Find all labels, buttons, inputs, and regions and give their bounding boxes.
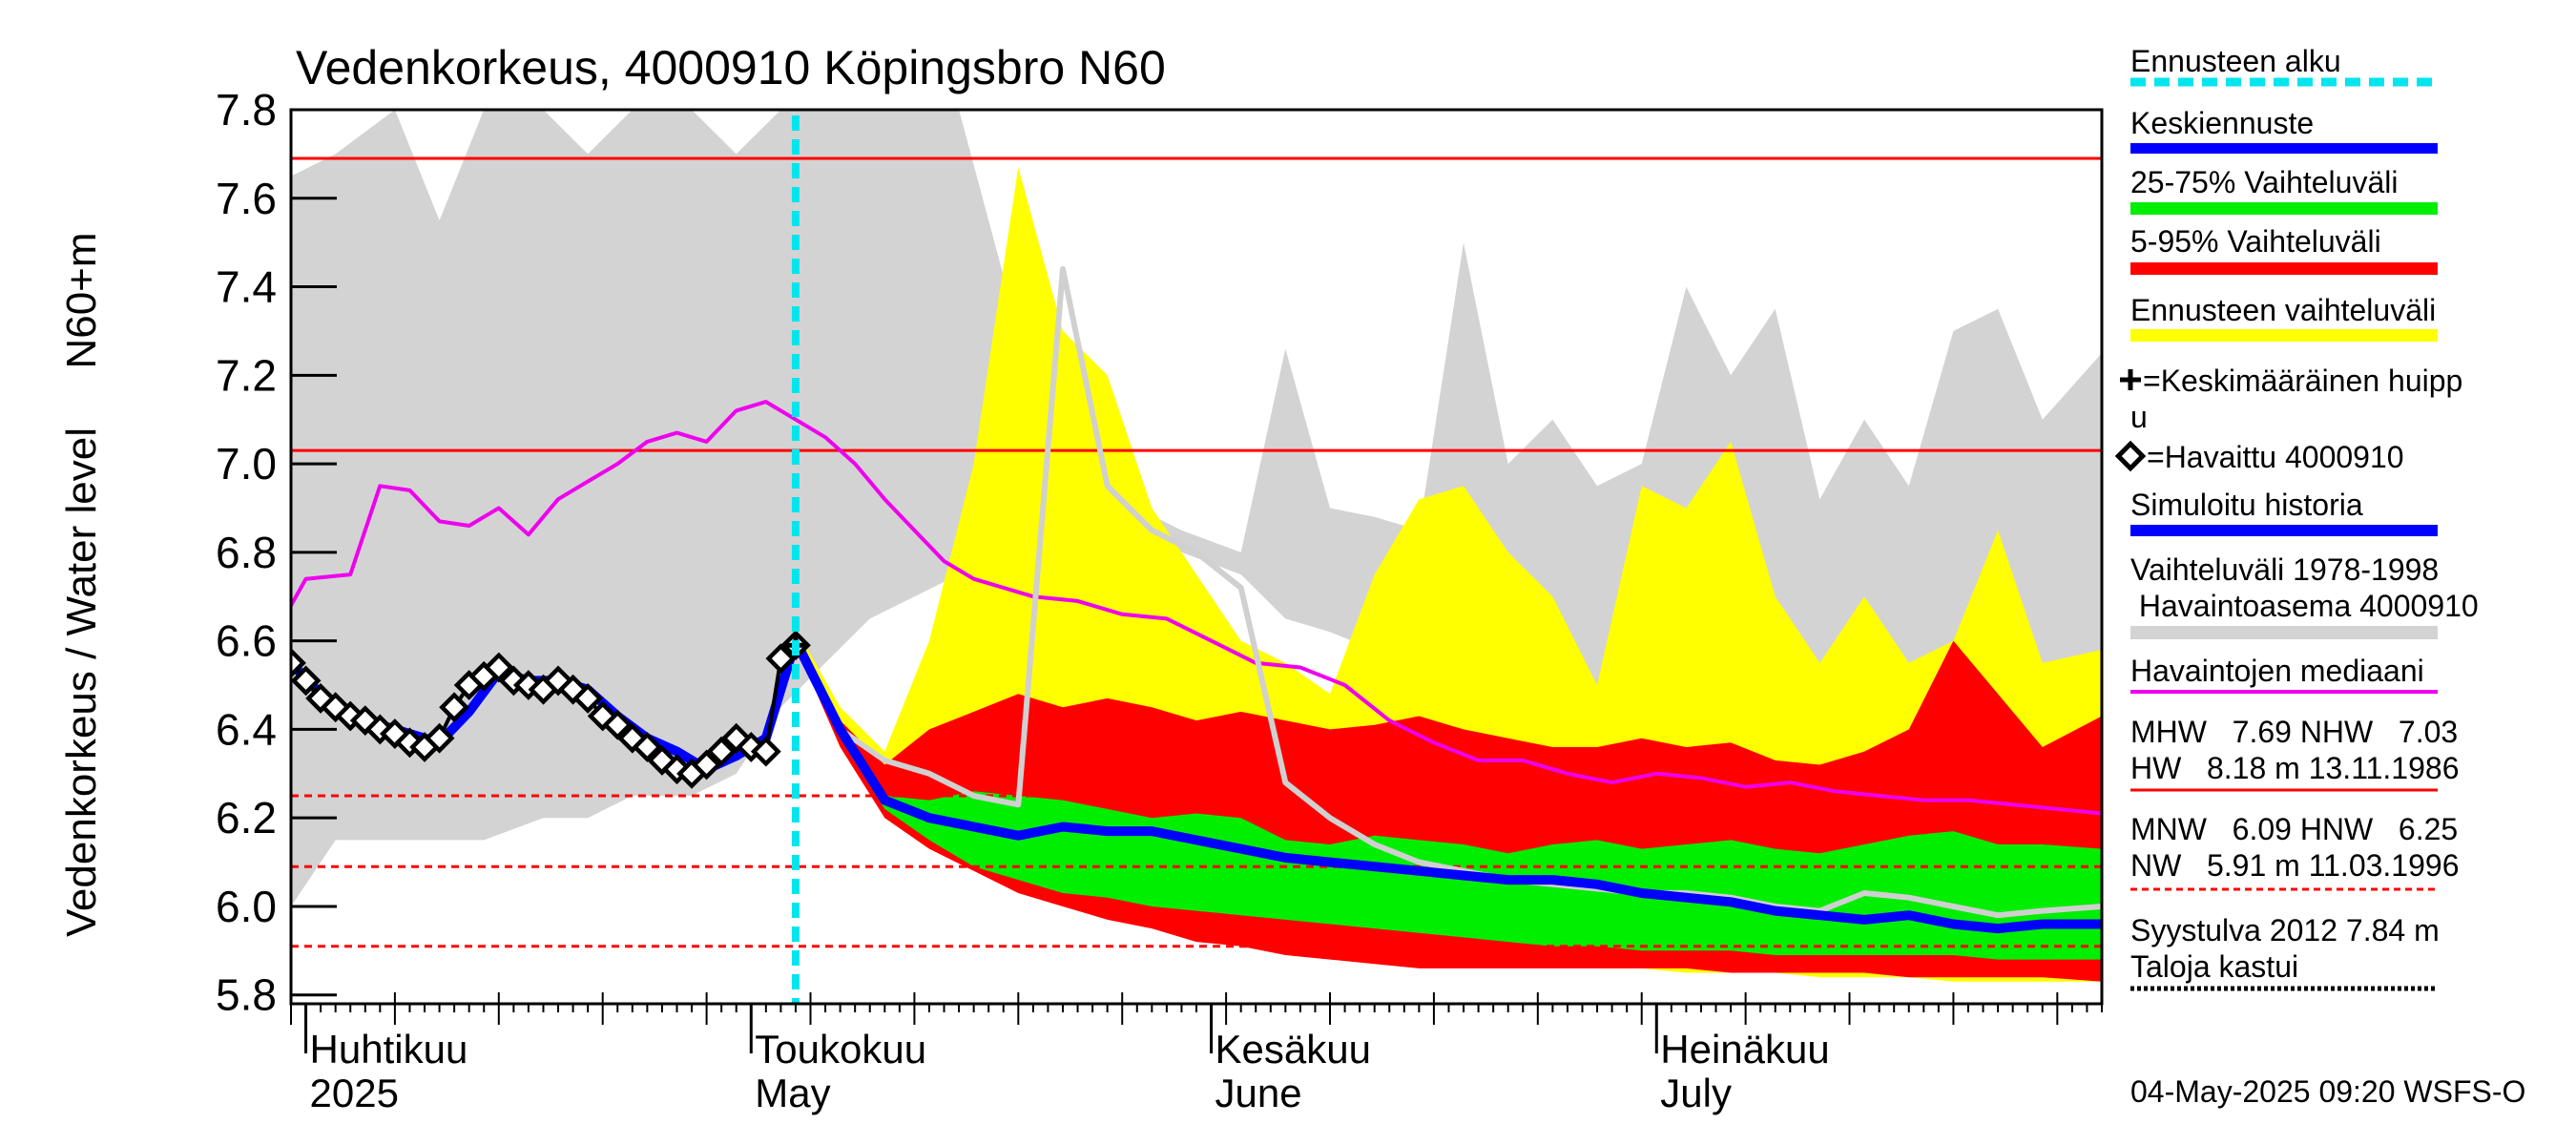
plot-area (291, 110, 2102, 982)
legend-forecast-start-label: Ennusteen alku (2130, 44, 2341, 78)
observed-point (483, 652, 514, 683)
x-month-label: Heinäkuu (1660, 1027, 1829, 1072)
x-month-label: Toukokuu (755, 1027, 926, 1072)
y-axis-unit: N60+m (58, 232, 105, 368)
legend-mhw-text: MHW 7.69 NHW 7.03 (2130, 715, 2458, 749)
y-tick-label: 6.4 (216, 704, 277, 754)
x-month-sublabel: June (1215, 1071, 1302, 1115)
legend-storm-text: Syystulva 2012 7.84 m (2130, 913, 2440, 947)
legend-mean-forecast-swatch (2130, 143, 2438, 154)
observed-markers (291, 630, 811, 789)
y-tick-label: 7.4 (216, 262, 277, 312)
y-tick-label: 7.2 (216, 350, 277, 400)
observed-point (632, 732, 663, 762)
line-havaintojen-mediaani (291, 400, 2102, 816)
observed-point (750, 736, 781, 767)
legend-range-25-75-swatch (2130, 202, 2438, 215)
chart-title: Vedenkorkeus, 4000910 Köpingsbro N60 (296, 41, 1166, 94)
reference-lines (291, 156, 2102, 948)
x-month-sublabel: May (755, 1071, 830, 1115)
legend-hist-range-label-2: Havaintoasema 4000910 (2130, 589, 2479, 623)
legend-sim-history-label: Simuloitu historia (2130, 488, 2363, 522)
observed-point (291, 665, 322, 697)
observed-point (602, 709, 634, 740)
y-tick-label: 5.8 (216, 970, 277, 1020)
legend-hist-range-swatch (2130, 626, 2438, 639)
legend-mean-forecast-label: Keskiennuste (2130, 106, 2314, 140)
x-month-sublabel: July (1660, 1071, 1732, 1115)
y-tick-label: 6.0 (216, 882, 277, 931)
legend-hist-range-label-1: Vaihteluväli 1978-1998 (2130, 552, 2439, 587)
legend-observed-icon (2114, 440, 2147, 472)
observed-point (424, 722, 455, 754)
legend-range-25-75-label: 25-75% Vaihteluväli (2130, 165, 2398, 199)
y-tick-label: 7.0 (216, 439, 277, 489)
x-month-sublabel: 2025 (310, 1071, 399, 1115)
band-25-75-vaihteluv-li (796, 640, 2102, 960)
legend-mnw-text: MNW 6.09 HNW 6.25 (2130, 812, 2458, 846)
x-month-label: Huhtikuu (310, 1027, 468, 1072)
observed-point (572, 683, 604, 714)
legend-avg-peak-label: =Keskimääräinen huipp (2143, 364, 2462, 398)
range-bands (291, 110, 2102, 982)
y-tick-label: 6.2 (216, 793, 277, 843)
y-tick-label: 7.8 (216, 85, 277, 135)
legend-flood-text: Taloja kastui (2130, 949, 2298, 984)
y-tick-label: 7.6 (216, 174, 277, 223)
legend-range-5-95-label: 5-95% Vaihteluväli (2130, 224, 2381, 259)
observed-point (691, 749, 722, 781)
legend-avg-peak-label-cont: u (2130, 400, 2148, 434)
y-axis: 5.8 6.0 6.2 6.4 6.6 6.8 7.0 7.2 7.4 7.6 7.8 (216, 85, 337, 1020)
line-keskiennuste (791, 638, 2102, 934)
y-tick-label: 6.6 (216, 616, 277, 666)
x-month-label: Kesäkuu (1215, 1027, 1371, 1072)
y-axis-label: Vedenkorkeus / Water level (58, 427, 105, 937)
legend: Ennusteen alku Keskiennuste 25-75% Vaiht… (2114, 44, 2479, 991)
legend-forecast-range-label: Ennusteen vaihteluväli (2130, 293, 2436, 327)
legend-sim-history-swatch (2130, 525, 2438, 536)
observed-point (291, 647, 306, 678)
legend-observed-label: =Havaittu 4000910 (2147, 440, 2404, 474)
observed-point (439, 692, 470, 723)
timestamp-footer: 04-May-2025 09:20 WSFS-O (2130, 1074, 2525, 1109)
observed-point (765, 643, 797, 675)
observed-point (706, 736, 737, 767)
legend-obs-median-label: Havaintojen mediaani (2130, 654, 2424, 688)
legend-range-5-95-swatch (2130, 262, 2438, 275)
y-tick-label: 6.8 (216, 528, 277, 577)
legend-peak-marker-icon (2120, 369, 2141, 390)
legend-hw-text: HW 8.18 m 13.11.1986 (2130, 751, 2459, 785)
legend-nw-text: NW 5.91 m 11.03.1996 (2130, 848, 2459, 883)
line-simulated-median-grey (793, 266, 2102, 919)
legend-forecast-range-swatch (2130, 329, 2438, 342)
